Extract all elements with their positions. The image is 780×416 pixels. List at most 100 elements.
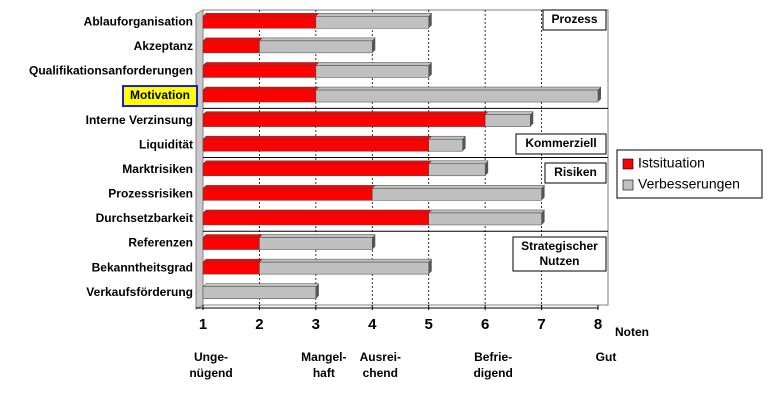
x-tick-label: 5 <box>425 316 433 333</box>
y-tick-label: Marktrisiken <box>122 162 193 176</box>
y-tick-label: Liquidität <box>139 137 193 151</box>
grade-label: Mangel- <box>301 350 346 364</box>
bar <box>428 163 486 177</box>
y-tick-label: Referenzen <box>128 236 193 250</box>
bar <box>428 212 542 226</box>
bar <box>372 188 542 201</box>
bar-top <box>202 111 489 115</box>
bar <box>202 65 317 78</box>
bar-top <box>484 111 534 115</box>
bar-top <box>315 13 433 17</box>
bar <box>202 16 317 29</box>
bar <box>202 138 429 152</box>
bar <box>315 65 429 78</box>
bar-side <box>541 185 545 201</box>
bar <box>202 261 260 275</box>
bar-side <box>530 111 534 127</box>
bar-top <box>202 135 433 140</box>
bar-top <box>315 86 602 91</box>
bar-side <box>485 160 489 176</box>
grade-label: digend <box>473 366 512 380</box>
highlight-box <box>122 85 198 108</box>
bar-top <box>202 209 433 214</box>
y-tick-label: Qualifikationsanforderungen <box>29 64 193 78</box>
group-box <box>515 133 607 155</box>
bar-top <box>202 62 320 66</box>
grade-label: haft <box>313 366 335 380</box>
grade-label: Unge- <box>194 350 228 364</box>
x-tick-label: 8 <box>594 316 602 333</box>
x-tick-label: 2 <box>255 316 263 333</box>
bar <box>259 237 373 250</box>
x-tick-label: 4 <box>368 316 377 333</box>
grade-label: Befrie- <box>474 350 512 364</box>
bar-top <box>202 234 264 238</box>
group-box <box>512 236 607 272</box>
bar-top <box>202 13 320 17</box>
bar <box>202 286 317 299</box>
bar <box>202 114 486 127</box>
group-label: Strategischer <box>521 239 598 253</box>
bar <box>259 261 429 275</box>
bar-side <box>428 13 432 29</box>
plot-wall <box>195 9 204 310</box>
bar-top <box>258 234 376 238</box>
group-label: Risiken <box>554 165 597 179</box>
legend-box <box>616 149 763 199</box>
bar <box>202 188 373 201</box>
grade-label: Gut <box>596 350 617 364</box>
legend-swatch <box>622 158 634 170</box>
bar <box>484 114 531 127</box>
x-tick-label: 3 <box>312 316 320 333</box>
bar-top <box>428 160 489 165</box>
bar <box>202 237 260 250</box>
bar-top <box>428 135 467 140</box>
bar-top <box>371 185 546 189</box>
bar-side <box>428 62 432 78</box>
bar <box>202 163 429 177</box>
y-tick-label: Ablauforganisation <box>84 14 193 28</box>
bar <box>315 89 599 103</box>
bar-top <box>202 160 433 165</box>
grade-label: Ausrei- <box>360 350 401 364</box>
bar-side <box>315 283 319 299</box>
legend-label: Istsituation <box>638 155 705 171</box>
y-tick-label: Prozessrisiken <box>108 187 193 201</box>
bar <box>202 89 317 103</box>
grade-label: chend <box>363 366 398 380</box>
bar-side <box>372 234 376 250</box>
y-tick-label: Durchsetzbarkeit <box>96 211 193 225</box>
bar-top <box>202 37 264 42</box>
legend-label: Verbesserungen <box>638 176 740 192</box>
group-label: Prozess <box>551 12 597 26</box>
group-label: Nutzen <box>540 254 580 268</box>
group-label: Kommerziell <box>525 136 596 150</box>
bar-top <box>258 37 376 42</box>
y-tick-label: Interne Verzinsung <box>86 113 193 127</box>
y-tick-label: Bekanntheitsgrad <box>92 260 193 274</box>
bar-top <box>258 258 433 263</box>
bar <box>315 16 429 29</box>
bar-top <box>202 258 264 263</box>
bar <box>428 138 463 152</box>
grade-label: nügend <box>189 366 232 380</box>
bar <box>202 40 260 54</box>
bar-side <box>541 209 545 225</box>
bar-side <box>462 136 466 152</box>
bar-side <box>598 87 601 103</box>
bar <box>259 40 373 54</box>
bar-top <box>315 62 433 66</box>
bar-side <box>372 37 376 53</box>
x-tick-label: 7 <box>537 316 545 333</box>
y-tick-label: Verkaufsförderung <box>86 285 193 299</box>
bar-top <box>202 283 320 287</box>
bar-top <box>202 185 376 189</box>
y-tick-label: Motivation <box>130 88 190 102</box>
bar-side <box>428 259 432 275</box>
group-box <box>542 9 607 31</box>
bar-top <box>428 209 546 214</box>
x-tick-label: 1 <box>199 316 207 333</box>
bar <box>202 212 429 226</box>
x-tick-label: 6 <box>481 316 489 333</box>
